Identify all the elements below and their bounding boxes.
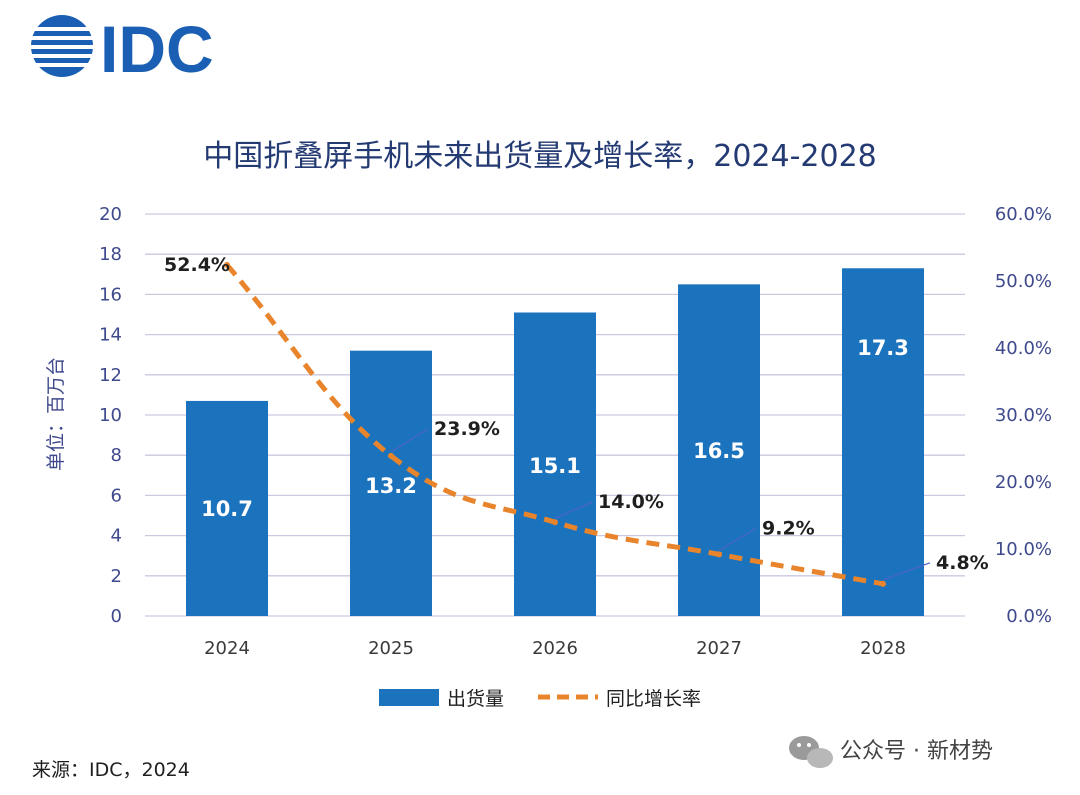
source-note: 来源：IDC，2024 (32, 759, 190, 781)
x-tick-label: 2028 (860, 638, 906, 659)
y-tick-label: 10 (99, 405, 122, 426)
y-tick-label: 8 (111, 445, 122, 466)
y-tick-label: 12 (99, 365, 122, 386)
left-axis: 0 2 4 6 8 10 12 14 16 18 20 (99, 204, 122, 627)
watermark: 公众号 · 新材势 (789, 736, 993, 768)
y-tick-label: 18 (99, 244, 122, 265)
brand-wordmark: IDC (100, 12, 214, 86)
rate-leader-line (718, 527, 757, 551)
y2-tick-label: 60.0% (995, 204, 1052, 225)
growth-rate-line (225, 263, 884, 587)
rate-point (224, 261, 230, 268)
rate-value-label: 4.8% (936, 552, 989, 574)
watermark-text: 公众号 · 新材势 (840, 739, 993, 764)
x-axis: 2024 2025 2026 2027 2028 (204, 638, 906, 659)
y2-tick-label: 10.0% (995, 539, 1052, 560)
bar (186, 400, 268, 616)
bar-value-label: 10.7 (201, 497, 253, 521)
rate-point (552, 519, 558, 526)
wechat-icon (789, 736, 833, 768)
y-axis-label: 单位：百万台 (45, 357, 67, 471)
x-tick-label: 2026 (532, 638, 578, 659)
y-tick-label: 2 (111, 566, 122, 587)
rate-leader-line (554, 501, 593, 519)
y2-tick-label: 30.0% (995, 405, 1052, 426)
rate-point (716, 551, 722, 558)
y2-tick-label: 40.0% (995, 338, 1052, 359)
bar-value-label: 17.3 (857, 336, 909, 360)
y2-tick-label: 20.0% (995, 472, 1052, 493)
bar-series: 10.7 13.2 15.1 16.5 17.3 (186, 268, 924, 616)
legend: 出货量 同比增长率 (379, 688, 701, 710)
rate-leader-line (882, 562, 931, 581)
globe-icon (30, 15, 94, 77)
bar (350, 350, 432, 616)
rate-value-label: 14.0% (598, 491, 664, 513)
line-series: 52.4% 23.9% 14.0% 9.2% 4.8% (164, 254, 989, 587)
y2-tick-label: 0.0% (1006, 606, 1052, 627)
rate-value-label: 23.9% (434, 418, 500, 440)
idc-logo: IDC (30, 12, 214, 86)
y-tick-label: 4 (111, 526, 122, 547)
legend-bar-label: 出货量 (447, 688, 504, 710)
rate-leader-line (390, 428, 429, 453)
bar-value-label: 15.1 (529, 454, 581, 478)
right-axis: 0.0% 10.0% 20.0% 30.0% 40.0% 50.0% 60.0% (995, 204, 1052, 627)
y2-tick-label: 50.0% (995, 271, 1052, 292)
rate-point (388, 452, 394, 459)
bar (514, 312, 596, 616)
x-tick-label: 2025 (368, 638, 414, 659)
rate-value-label: 9.2% (762, 517, 815, 539)
bar (678, 284, 760, 616)
bar-value-label: 13.2 (365, 474, 417, 498)
legend-line-label: 同比增长率 (606, 688, 701, 710)
x-tick-label: 2027 (696, 638, 742, 659)
chart-title: 中国折叠屏手机未来出货量及增长率，2024-2028 (203, 139, 877, 174)
y-tick-label: 6 (111, 485, 122, 506)
legend-bar-swatch (379, 689, 439, 706)
y-tick-label: 20 (99, 204, 122, 225)
y-tick-label: 14 (99, 325, 122, 346)
y-tick-label: 16 (99, 284, 122, 305)
y-tick-label: 0 (111, 606, 122, 627)
bar (842, 268, 924, 616)
rate-point (880, 580, 886, 587)
x-tick-label: 2024 (204, 638, 250, 659)
rate-value-label: 52.4% (164, 254, 230, 276)
bar-value-label: 16.5 (693, 439, 745, 463)
